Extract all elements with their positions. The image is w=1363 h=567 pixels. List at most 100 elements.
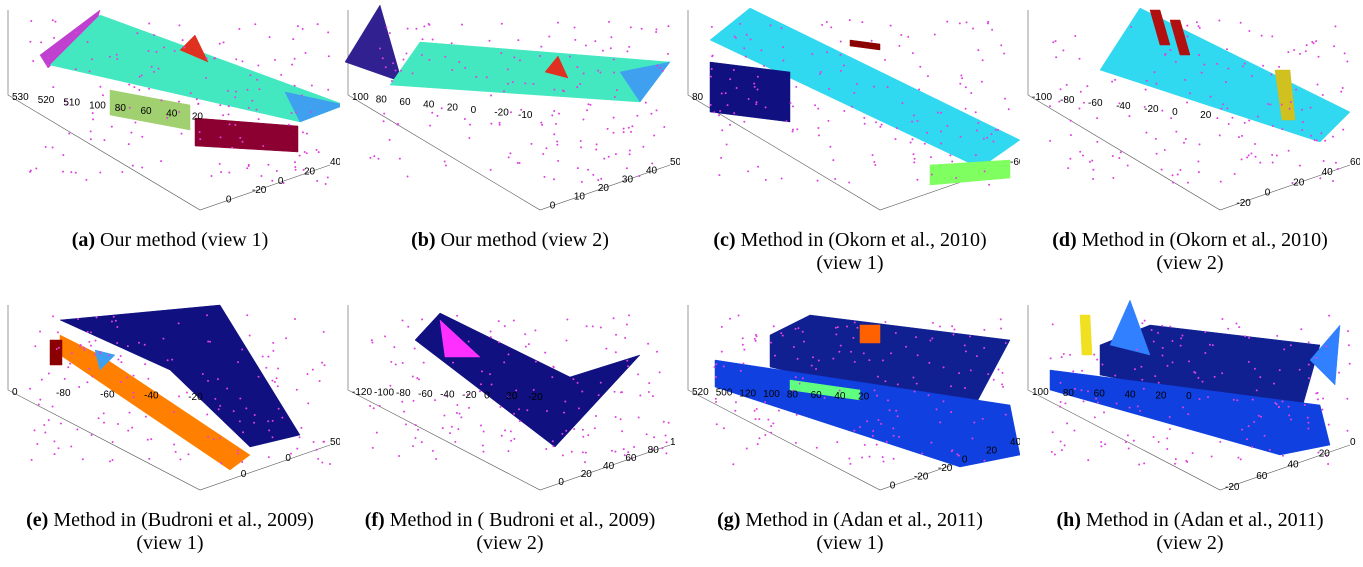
point-cloud xyxy=(802,377,804,379)
point-cloud xyxy=(94,340,96,342)
point-cloud xyxy=(415,28,417,30)
point-cloud xyxy=(646,433,648,435)
point-cloud xyxy=(1201,72,1203,74)
point-cloud xyxy=(1248,30,1250,32)
point-cloud xyxy=(134,122,136,124)
point-cloud xyxy=(267,420,269,422)
point-cloud xyxy=(587,169,589,171)
point-cloud xyxy=(1204,331,1206,333)
point-cloud xyxy=(1323,160,1325,162)
tick-label: -20 xyxy=(1144,104,1159,115)
point-cloud xyxy=(746,447,748,449)
point-cloud xyxy=(799,382,801,384)
point-cloud xyxy=(598,394,600,396)
point-cloud xyxy=(995,129,997,131)
point-cloud xyxy=(600,382,602,384)
point-cloud xyxy=(600,178,602,180)
tick-label: -80 xyxy=(56,388,71,399)
point-cloud xyxy=(321,362,323,364)
point-cloud xyxy=(391,80,393,82)
point-cloud xyxy=(241,60,243,62)
point-cloud xyxy=(849,463,851,465)
point-cloud xyxy=(1000,44,1002,46)
tick-label: 60 xyxy=(811,390,823,401)
point-cloud xyxy=(830,26,832,28)
surface xyxy=(710,62,790,122)
point-cloud xyxy=(1301,109,1303,111)
point-cloud xyxy=(237,449,239,451)
point-cloud xyxy=(45,146,47,148)
point-cloud xyxy=(897,383,899,385)
point-cloud xyxy=(729,124,731,126)
point-cloud xyxy=(64,378,66,380)
point-cloud xyxy=(577,167,579,169)
point-cloud xyxy=(545,448,547,450)
point-cloud xyxy=(249,335,251,337)
point-cloud xyxy=(907,36,909,38)
tick-label: 20 xyxy=(986,446,998,457)
point-cloud xyxy=(546,410,548,412)
point-cloud xyxy=(228,172,230,174)
caption-text: Our method (view 1) xyxy=(100,229,268,251)
point-cloud xyxy=(188,453,190,455)
point-cloud xyxy=(1271,35,1273,37)
point-cloud xyxy=(1198,143,1200,145)
point-cloud xyxy=(257,64,259,66)
caption: (a) Our method (view 1) xyxy=(0,229,340,252)
point-cloud xyxy=(1231,117,1233,119)
point-cloud xyxy=(710,104,712,106)
point-cloud xyxy=(627,365,629,367)
point-cloud xyxy=(656,109,658,111)
point-cloud xyxy=(1169,416,1171,418)
point-cloud xyxy=(237,361,239,363)
point-cloud xyxy=(969,335,971,337)
point-cloud xyxy=(155,51,157,53)
point-cloud xyxy=(1202,381,1204,383)
point-cloud xyxy=(1049,140,1051,142)
point-cloud xyxy=(1295,89,1297,91)
point-cloud xyxy=(774,355,776,357)
point-cloud xyxy=(586,109,588,111)
point-cloud xyxy=(1324,140,1326,142)
caption: (g) Method in (Adan et al., 2011) (view … xyxy=(680,509,1020,555)
point-cloud xyxy=(499,406,501,408)
point-cloud xyxy=(277,367,279,369)
tick-label: 0 xyxy=(1265,188,1271,199)
point-cloud xyxy=(525,346,527,348)
point-cloud xyxy=(103,422,105,424)
point-cloud xyxy=(545,147,547,149)
point-cloud xyxy=(1288,414,1290,416)
tick-label: 20 xyxy=(1319,448,1331,459)
point-cloud xyxy=(1127,434,1129,436)
point-cloud xyxy=(934,34,936,36)
point-cloud xyxy=(792,129,794,131)
point-cloud xyxy=(983,347,985,349)
point-cloud xyxy=(977,122,979,124)
point-cloud xyxy=(1260,416,1262,418)
point-cloud xyxy=(1188,360,1190,362)
point-cloud xyxy=(620,391,622,393)
point-cloud xyxy=(1080,389,1082,391)
point-cloud xyxy=(913,115,915,117)
point-cloud xyxy=(1104,443,1106,445)
point-cloud xyxy=(846,326,848,328)
point-cloud xyxy=(519,162,521,164)
point-cloud xyxy=(913,161,915,163)
point-cloud xyxy=(1216,63,1218,65)
point-cloud xyxy=(1214,376,1216,378)
point-cloud xyxy=(597,179,599,181)
point-cloud xyxy=(950,411,952,413)
point-cloud xyxy=(254,23,256,25)
point-cloud xyxy=(148,23,150,25)
point-cloud xyxy=(582,429,584,431)
point-cloud xyxy=(38,403,40,405)
point-cloud xyxy=(580,146,582,148)
point-cloud xyxy=(887,86,889,88)
tick-label: 80 xyxy=(692,92,704,103)
point-cloud xyxy=(211,175,213,177)
caption: (f) Method in ( Budroni et al., 2009) (v… xyxy=(340,509,680,555)
point-cloud xyxy=(70,446,72,448)
point-cloud xyxy=(721,129,723,131)
point-cloud xyxy=(931,337,933,339)
tick-label: 0 xyxy=(12,387,18,398)
